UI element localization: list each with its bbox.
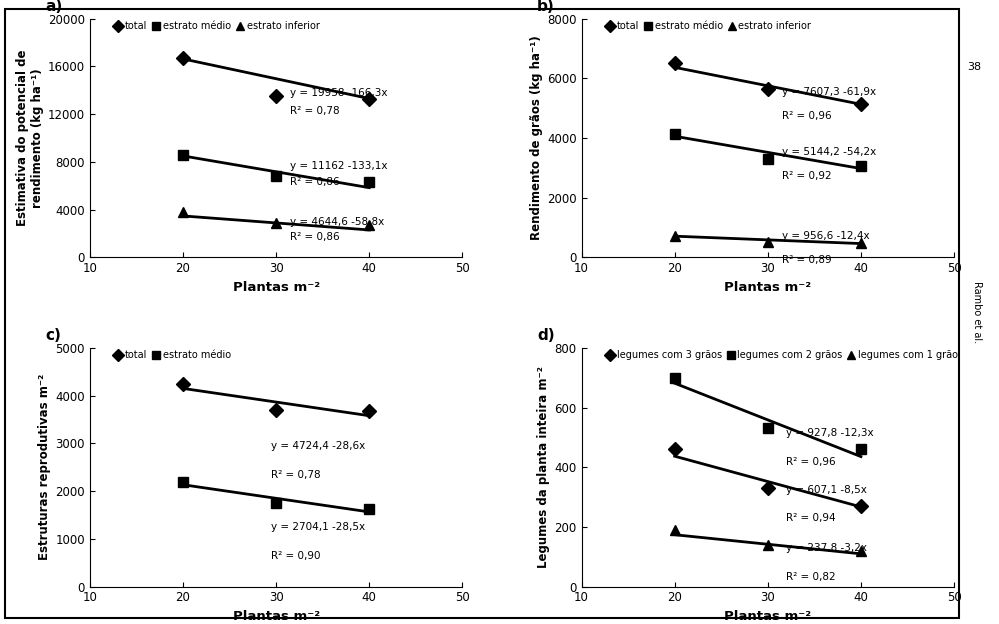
Text: a): a) (45, 0, 63, 14)
Text: y = 5144,2 -54,2x: y = 5144,2 -54,2x (782, 147, 876, 157)
Text: R² = 0,78: R² = 0,78 (290, 106, 340, 116)
Text: Rambo et al.: Rambo et al. (972, 281, 982, 343)
Text: y = 956,6 -12,4x: y = 956,6 -12,4x (782, 231, 869, 241)
Text: 38: 38 (967, 62, 981, 72)
X-axis label: Plantas m⁻²: Plantas m⁻² (233, 610, 320, 623)
Y-axis label: Estimativa do potencial de
rendimento (kg ha⁻¹): Estimativa do potencial de rendimento (k… (16, 50, 44, 227)
Text: R² = 0,86: R² = 0,86 (290, 177, 340, 187)
X-axis label: Plantas m⁻²: Plantas m⁻² (724, 610, 811, 623)
Y-axis label: Legumes da planta inteira m⁻²: Legumes da planta inteira m⁻² (537, 366, 550, 568)
Text: y = 4644,6 -58,8x: y = 4644,6 -58,8x (290, 217, 385, 227)
Text: y = 19958 -166,3x: y = 19958 -166,3x (290, 88, 388, 98)
X-axis label: Plantas m⁻²: Plantas m⁻² (724, 281, 811, 294)
Text: y = 7607,3 -61,9x: y = 7607,3 -61,9x (782, 87, 876, 97)
Legend: total, estrato médio, estrato inferior: total, estrato médio, estrato inferior (605, 21, 811, 31)
Text: y = 11162 -133,1x: y = 11162 -133,1x (290, 161, 388, 171)
Text: R² = 0,94: R² = 0,94 (786, 514, 836, 524)
Legend: total, estrato médio: total, estrato médio (114, 351, 231, 361)
Legend: legumes com 3 grãos, legumes com 2 grãos, legumes com 1 grão: legumes com 3 grãos, legumes com 2 grãos… (605, 351, 958, 361)
Legend: total, estrato médio, estrato inferior: total, estrato médio, estrato inferior (114, 21, 320, 31)
Text: R² = 0,92: R² = 0,92 (782, 171, 831, 181)
Text: d): d) (536, 328, 554, 343)
Text: R² = 0,90: R² = 0,90 (272, 551, 321, 561)
Text: R² = 0,86: R² = 0,86 (290, 232, 340, 242)
X-axis label: Plantas m⁻²: Plantas m⁻² (233, 281, 320, 294)
Text: y = 607,1 -8,5x: y = 607,1 -8,5x (786, 485, 867, 495)
Text: y = 4724,4 -28,6x: y = 4724,4 -28,6x (272, 441, 366, 451)
Text: R² = 0,78: R² = 0,78 (272, 470, 321, 480)
Text: R² = 0,82: R² = 0,82 (786, 572, 836, 582)
Text: y = 237,8 -3,2x: y = 237,8 -3,2x (786, 544, 867, 553)
Y-axis label: Estruturas reprodutivas m⁻²: Estruturas reprodutivas m⁻² (38, 374, 51, 560)
Text: R² = 0,96: R² = 0,96 (782, 111, 831, 121)
Y-axis label: Rendimento de grãos (kg ha⁻¹): Rendimento de grãos (kg ha⁻¹) (529, 36, 542, 240)
Text: y = 2704,1 -28,5x: y = 2704,1 -28,5x (272, 522, 366, 532)
Text: y = 927,8 -12,3x: y = 927,8 -12,3x (786, 429, 874, 439)
Text: R² = 0,96: R² = 0,96 (786, 457, 836, 467)
Text: c): c) (45, 328, 61, 343)
Text: b): b) (536, 0, 554, 14)
Text: R² = 0,89: R² = 0,89 (782, 255, 831, 265)
